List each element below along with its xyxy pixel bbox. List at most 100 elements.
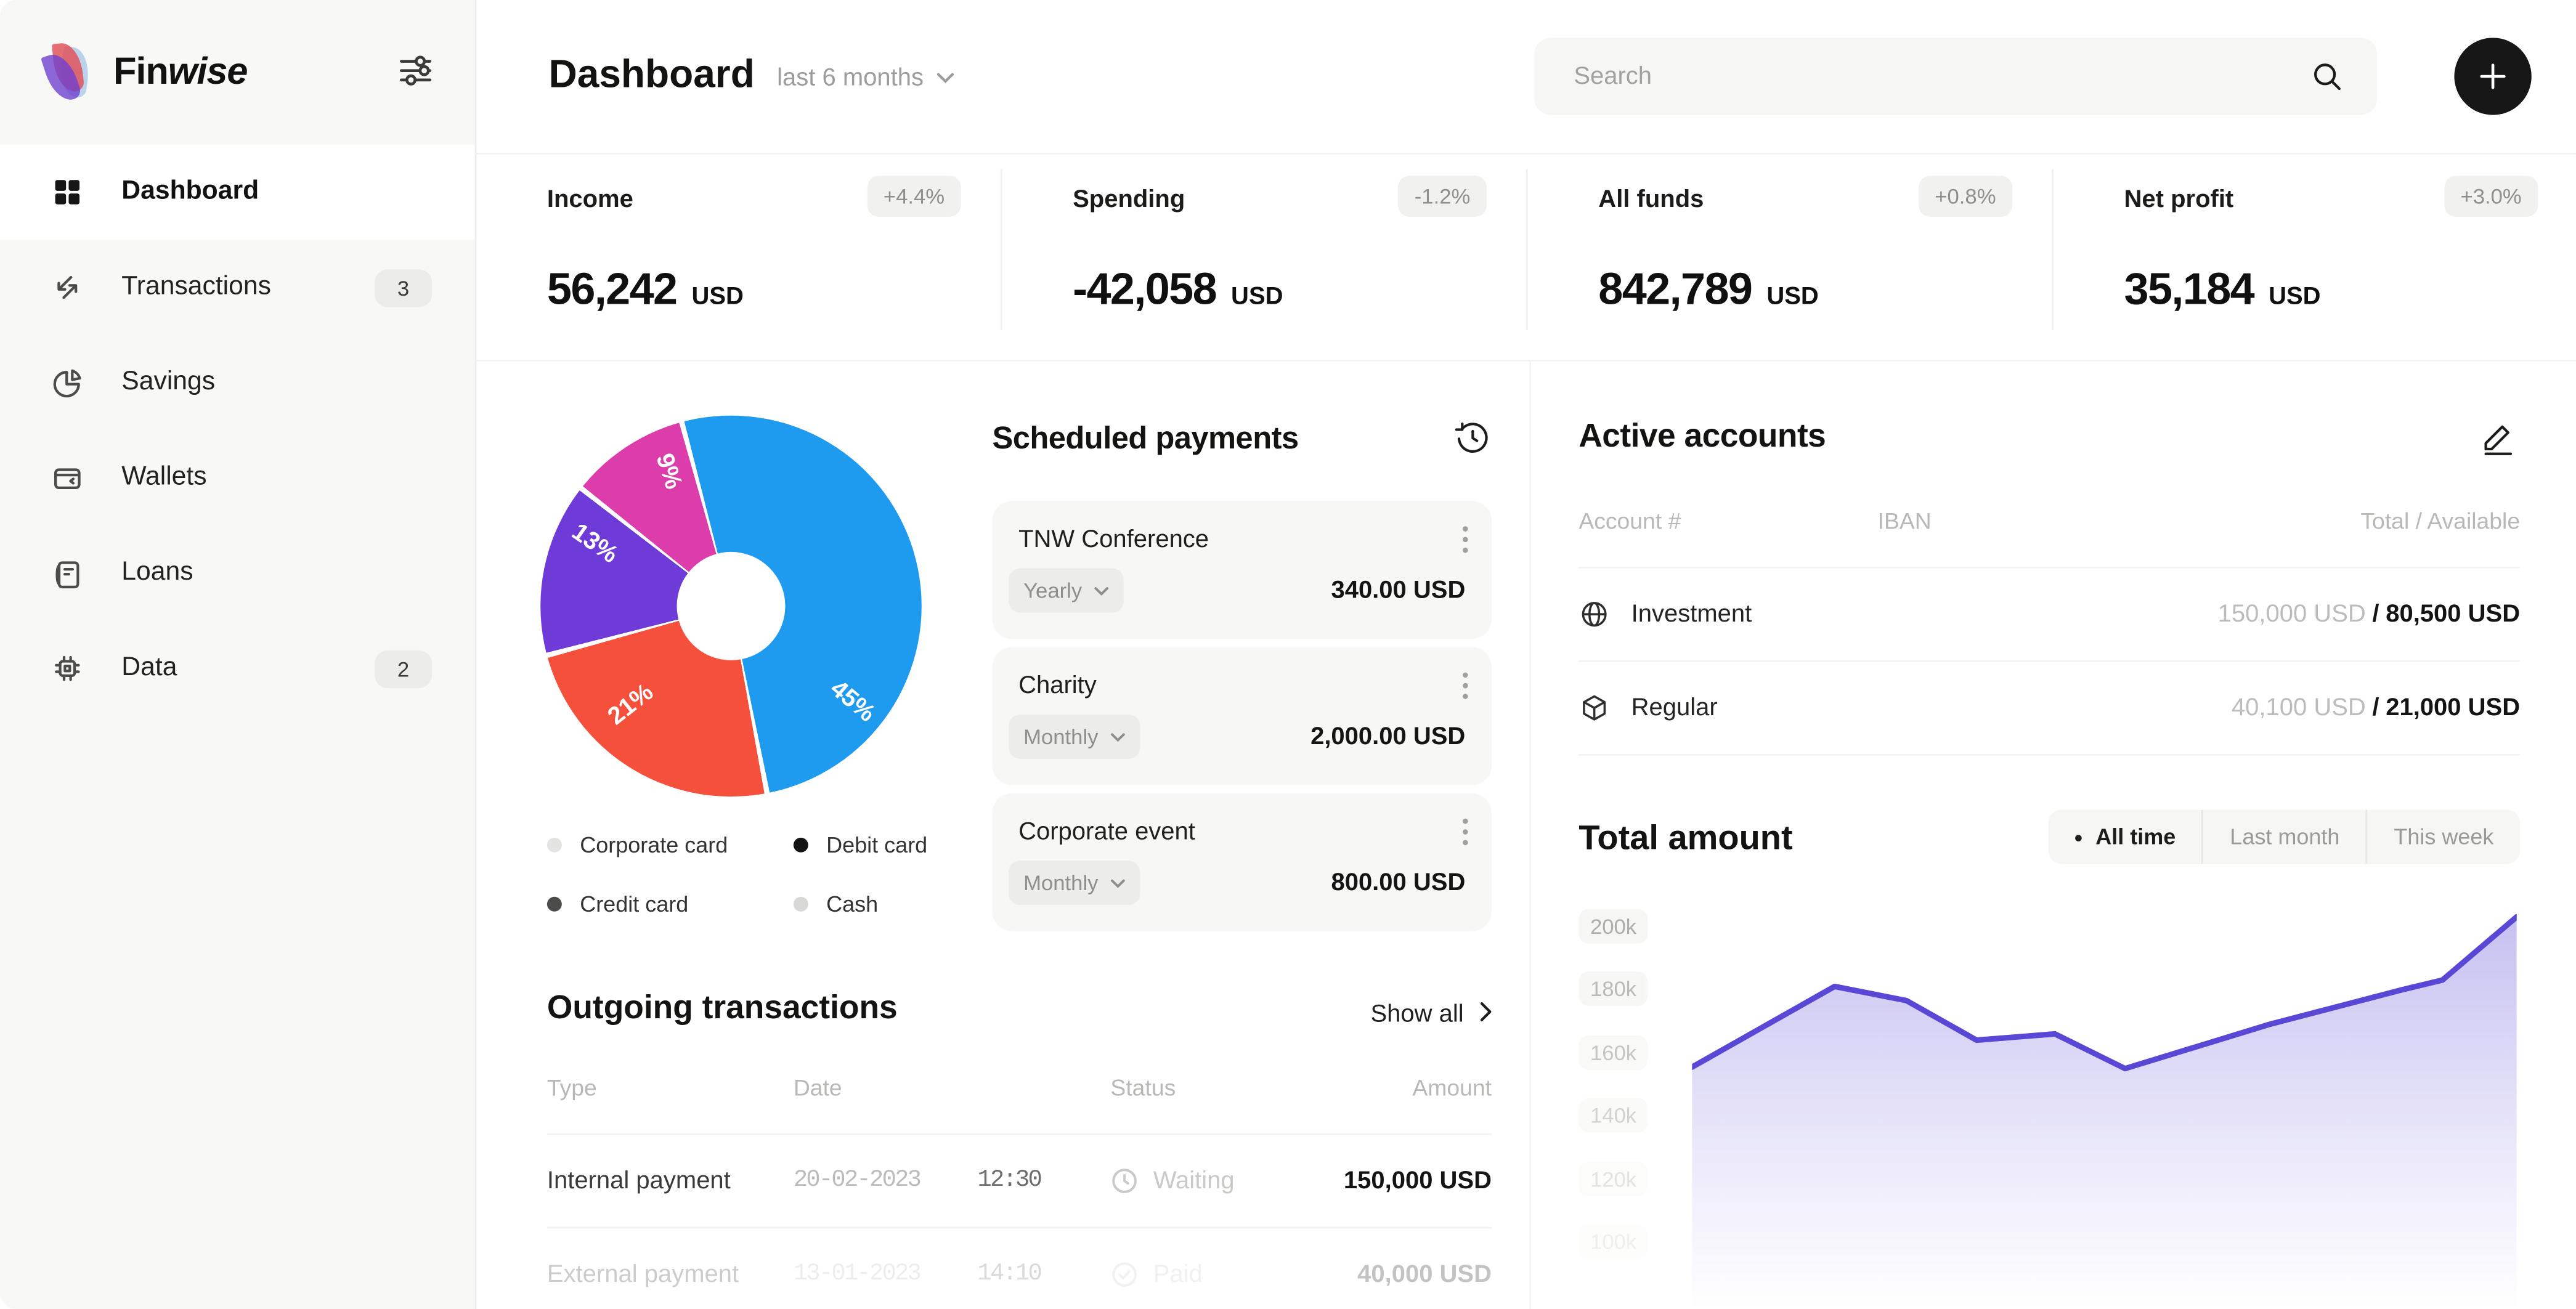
filters-sliders-icon[interactable] bbox=[396, 51, 436, 91]
area-chart-svg[interactable] bbox=[1692, 903, 2517, 1309]
y-axis-tick: 160k bbox=[1579, 1035, 1648, 1071]
column-header: Type bbox=[546, 1074, 597, 1101]
sidebar-label: Loans bbox=[121, 558, 193, 586]
column-header: Date bbox=[793, 1074, 842, 1101]
dashboard-content: 45% 21% 13% 9% Corporate card Debit card… bbox=[475, 359, 2576, 1309]
stat-change-badge: +0.8% bbox=[1918, 176, 2013, 217]
stat-currency: USD bbox=[1766, 282, 1819, 310]
sidebar-label: Wallets bbox=[121, 463, 207, 492]
donut-chart[interactable] bbox=[540, 415, 922, 797]
sidebar-item-data[interactable]: Data 2 bbox=[0, 621, 475, 716]
account-name: Investment bbox=[1579, 599, 1752, 630]
chevron-down-icon bbox=[937, 73, 954, 83]
stat-currency: USD bbox=[2269, 282, 2321, 310]
column-header: IBAN bbox=[1877, 507, 1932, 534]
dashboard-grid-icon bbox=[51, 176, 84, 208]
sidebar-item-dashboard[interactable]: Dashboard bbox=[0, 144, 475, 240]
divider bbox=[2052, 169, 2054, 330]
frequency-dropdown[interactable]: Monthly bbox=[1009, 714, 1140, 759]
legend-item: Cash bbox=[793, 891, 879, 917]
tab-all-time[interactable]: All time bbox=[2048, 809, 2202, 864]
account-name-label: Investment bbox=[1631, 600, 1752, 628]
sidebar-item-savings[interactable]: Savings bbox=[0, 335, 475, 431]
brand-name-bold: Fin bbox=[113, 48, 169, 91]
payment-card-detail: Monthly 2,000.00 USD bbox=[992, 714, 1492, 759]
section-title: Active accounts bbox=[1579, 418, 1826, 455]
account-row[interactable]: Investment 150,000 USD/80,500 USD bbox=[1579, 569, 2520, 660]
tx-date: 13-01-2023 bbox=[793, 1261, 922, 1288]
table-row[interactable]: External payment 13-01-2023 14:10 Paid 4… bbox=[547, 1228, 1492, 1309]
table-row[interactable]: Internal payment 20-02-2023 12:30 Waitin… bbox=[547, 1135, 1492, 1226]
payment-card-detail: Yearly 340.00 USD bbox=[992, 568, 1492, 613]
section-title: Outgoing transactions bbox=[546, 990, 898, 1027]
total-amount-area-chart: 200k 180k 160k 140k 120k 100k bbox=[1579, 903, 2520, 1309]
payment-name: TNW Conference bbox=[1018, 525, 1209, 554]
search-box bbox=[1534, 38, 2378, 115]
tx-status: Paid bbox=[1110, 1260, 1203, 1289]
plus-icon bbox=[2480, 63, 2506, 89]
payment-name: Charity bbox=[1018, 671, 1097, 700]
divider bbox=[1526, 169, 1528, 330]
payment-card[interactable]: TNW Conference Yearly 340.00 USD bbox=[992, 501, 1492, 639]
divider bbox=[1579, 660, 2521, 662]
payment-amount: 2,000.00 USD bbox=[1310, 723, 1466, 751]
search-icon[interactable] bbox=[2310, 59, 2344, 94]
tx-amount: 150,000 USD bbox=[1343, 1167, 1492, 1195]
slash-separator: / bbox=[2372, 694, 2379, 722]
sidebar-item-wallets[interactable]: Wallets bbox=[0, 431, 475, 526]
account-row[interactable]: Regular 40,100 USD/21,000 USD bbox=[1579, 662, 2520, 754]
area-fill bbox=[1692, 917, 2517, 1309]
show-all-link[interactable]: Show all bbox=[547, 1000, 1492, 1028]
divider bbox=[1529, 359, 1531, 1309]
period-selector[interactable]: last 6 months bbox=[777, 64, 955, 92]
legend-item: Corporate card bbox=[546, 833, 728, 857]
transactions-header: Type Date Status Amount bbox=[547, 1074, 1492, 1133]
edit-pencil-icon[interactable] bbox=[2479, 419, 2516, 456]
sidebar-item-transactions[interactable]: Transactions 3 bbox=[0, 240, 475, 335]
payment-card-detail: Monthly 800.00 USD bbox=[992, 861, 1492, 906]
slash-separator: / bbox=[2372, 600, 2379, 628]
tx-time: 12:30 bbox=[977, 1167, 1042, 1194]
sidebar-item-loans[interactable]: Loans bbox=[0, 525, 475, 621]
payment-name: Corporate event bbox=[1018, 817, 1195, 846]
globe-icon bbox=[1582, 602, 1607, 627]
payment-card[interactable]: Corporate event Monthly 800.00 USD bbox=[992, 793, 1492, 931]
spending-donut-chart: 45% 21% 13% 9% bbox=[540, 415, 922, 797]
account-values: 40,100 USD/21,000 USD bbox=[2232, 694, 2520, 722]
tx-status: Waiting bbox=[1110, 1167, 1235, 1195]
kebab-menu-icon[interactable] bbox=[1462, 525, 1469, 553]
chevron-down-icon bbox=[1094, 586, 1108, 595]
package-icon bbox=[1583, 695, 1606, 721]
stat-spending: Spending -1.2% -42,058 USD bbox=[1001, 153, 1526, 360]
frequency-dropdown[interactable]: Monthly bbox=[1009, 861, 1140, 906]
tab-last-month[interactable]: Last month bbox=[2201, 809, 2366, 864]
period-label: last 6 months bbox=[777, 63, 924, 92]
column-header: Account # bbox=[1579, 507, 1681, 534]
search-input[interactable] bbox=[1570, 60, 2310, 92]
add-button[interactable] bbox=[2454, 38, 2532, 115]
kebab-menu-icon[interactable] bbox=[1462, 672, 1469, 700]
loans-document-icon bbox=[51, 557, 84, 590]
logo-row: Finwise bbox=[0, 0, 475, 105]
legend-dot bbox=[793, 837, 808, 853]
legend-item: Debit card bbox=[793, 833, 927, 857]
tab-this-week[interactable]: This week bbox=[2366, 809, 2520, 864]
frequency-label: Monthly bbox=[1023, 870, 1099, 896]
clock-icon bbox=[1112, 1169, 1137, 1193]
frequency-dropdown[interactable]: Yearly bbox=[1009, 568, 1123, 613]
sidebar-nav: Dashboard Transactions 3 bbox=[0, 144, 475, 716]
tab-label: All time bbox=[2095, 824, 2176, 849]
tx-type: External payment bbox=[546, 1260, 739, 1289]
kebab-menu-icon[interactable] bbox=[1462, 818, 1469, 846]
brand-name-italic: wise bbox=[168, 48, 248, 91]
stat-change-badge: +4.4% bbox=[867, 176, 961, 217]
stat-label: All funds bbox=[1598, 185, 1704, 214]
payment-amount: 800.00 USD bbox=[1331, 869, 1466, 897]
legend-label: Cash bbox=[826, 891, 879, 917]
stat-change-badge: -1.2% bbox=[1398, 176, 1487, 217]
payment-card[interactable]: Charity Monthly 2,000.00 USD bbox=[992, 647, 1492, 785]
account-available: 80,500 USD bbox=[2386, 600, 2521, 628]
section-title: Total amount bbox=[1579, 819, 1793, 857]
history-icon[interactable] bbox=[1454, 419, 1492, 456]
